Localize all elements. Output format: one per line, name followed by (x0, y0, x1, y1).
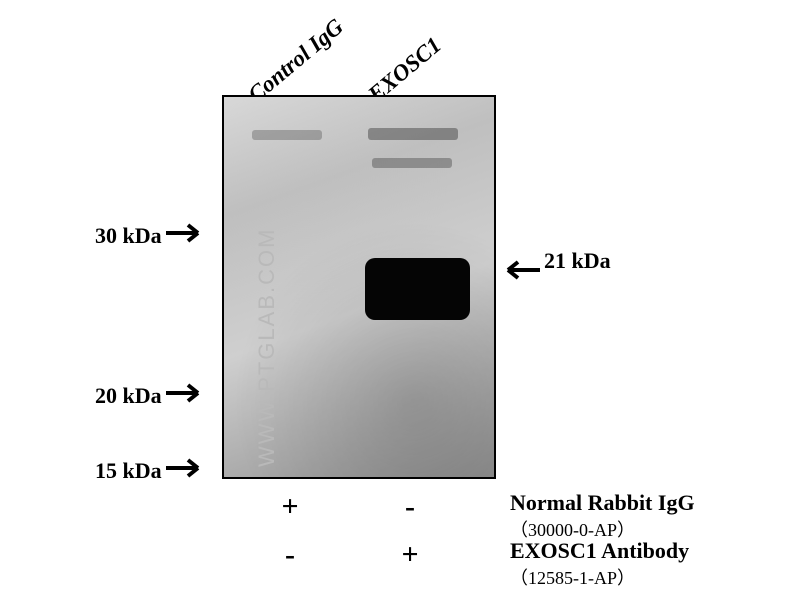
antibody-label: EXOSC1 Antibody（12585-1-AP） (510, 538, 689, 590)
mw-marker: 15 kDa (95, 456, 206, 485)
band-exosc1-faint-a (368, 128, 458, 140)
target-band-label: 21 kDa (544, 248, 611, 274)
band-exosc1-main (365, 258, 470, 320)
mw-marker: 20 kDa (95, 381, 206, 410)
arrow-right-icon (166, 381, 206, 410)
arrow-right-icon (166, 456, 206, 485)
target-band-arrow (500, 258, 540, 287)
condition-symbol: + (270, 490, 310, 524)
mw-marker-label: 20 kDa (95, 383, 162, 409)
mw-marker: 30 kDa (95, 221, 206, 250)
figure-container: Control IgG EXOSC1 WWW.PTGLAB.COM 30 kDa… (0, 0, 800, 600)
mw-marker-label: 15 kDa (95, 458, 162, 484)
band-exosc1-faint-b (372, 158, 452, 168)
watermark-text: WWW.PTGLAB.COM (254, 228, 280, 467)
condition-symbol: - (390, 490, 430, 524)
arrow-right-icon (166, 221, 206, 250)
condition-symbol: - (270, 538, 310, 572)
mw-marker-label: 30 kDa (95, 223, 162, 249)
lane-header-control: Control IgG (243, 14, 348, 108)
antibody-label: Normal Rabbit IgG（30000-0-AP） (510, 490, 695, 542)
condition-symbol: + (390, 538, 430, 572)
band-control-faint (252, 130, 322, 140)
